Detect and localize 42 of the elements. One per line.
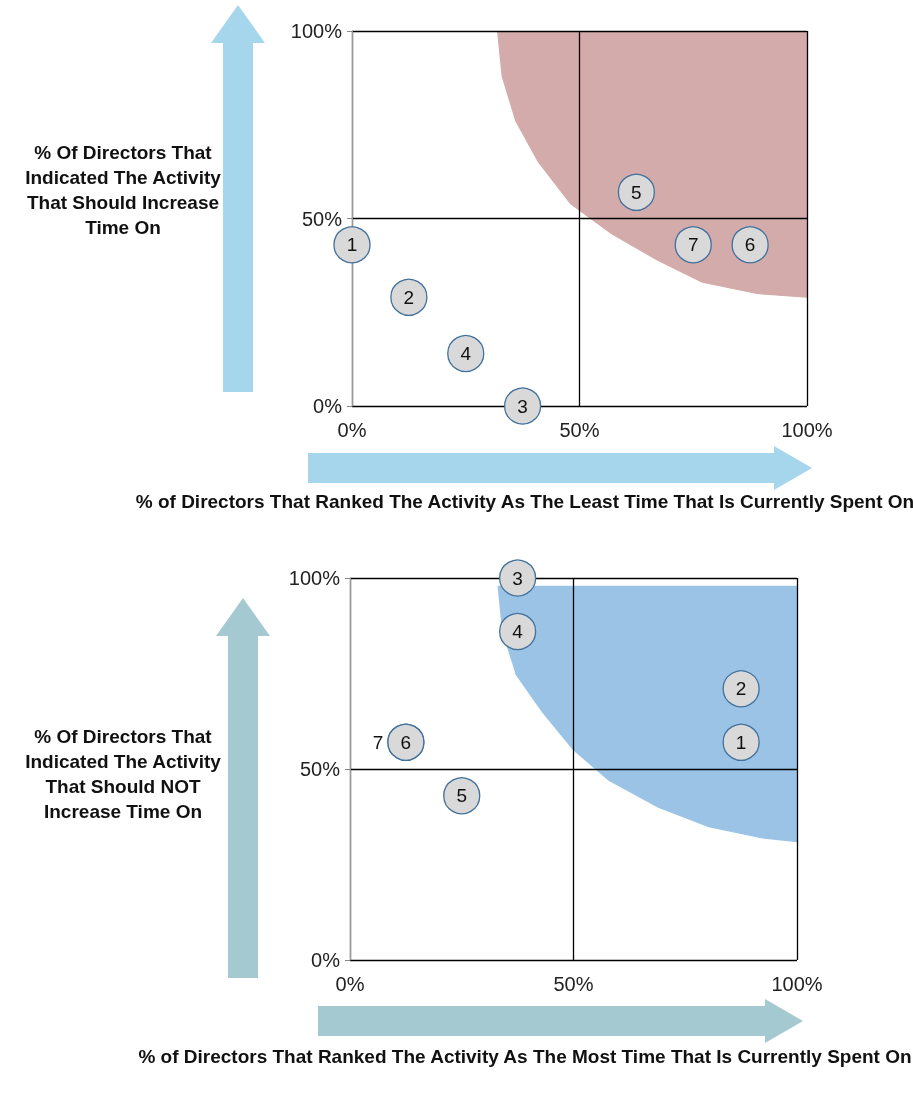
x-tick-label: 100% <box>771 973 823 995</box>
x-tick-label: 50% <box>559 419 600 441</box>
point <box>504 387 542 425</box>
point <box>390 278 428 316</box>
y-tick-label: 0% <box>313 395 343 417</box>
series-label: 3 <box>517 395 528 417</box>
point <box>447 334 485 373</box>
y-tick-label: 100% <box>288 567 341 589</box>
y-tick-label: 0% <box>311 949 341 971</box>
y-tick-label: 50% <box>299 758 341 780</box>
series-label: 5 <box>456 785 468 807</box>
y-tick-label: 50% <box>301 207 343 230</box>
point <box>333 226 371 264</box>
series-label: 6 <box>744 234 756 256</box>
point <box>499 559 537 597</box>
series-label: 2 <box>735 678 747 700</box>
point <box>731 226 769 264</box>
y-axis-title: % Of Directors That Indicated The Activity That Should NOT Increase Time On <box>24 725 222 824</box>
point <box>499 612 537 651</box>
series-label: 1 <box>735 731 747 753</box>
x-tick-label: 100% <box>781 419 833 441</box>
series-label: 3 <box>512 567 523 589</box>
series-label: 4 <box>460 343 472 364</box>
x-axis-title: % of Directors That Ranked The Activity As The Most Time That Is Currently Spent On <box>137 1045 913 1069</box>
point <box>674 226 712 264</box>
x-tick-label: 0% <box>337 419 367 441</box>
series-label: 7 <box>372 731 384 753</box>
series-label: 7 <box>687 234 699 256</box>
x-tick-label: 50% <box>553 973 594 995</box>
series-label: 2 <box>403 286 415 308</box>
series-label: 6 <box>400 731 412 753</box>
y-tick-label: 100% <box>290 20 343 42</box>
series-label: 1 <box>346 234 358 256</box>
x-axis-title: % of Directors That Ranked The Activity As The Least Time That Is Currently Spent On <box>134 490 913 514</box>
point <box>617 173 656 211</box>
x-tick-label: 0% <box>335 973 365 995</box>
y-axis-title: % Of Directors That Indicated The Activity That Should Increase Time On <box>24 141 222 240</box>
series-label: 5 <box>631 181 642 203</box>
series-label: 4 <box>512 620 524 642</box>
point <box>722 670 760 708</box>
point <box>722 723 760 761</box>
point <box>443 777 481 815</box>
